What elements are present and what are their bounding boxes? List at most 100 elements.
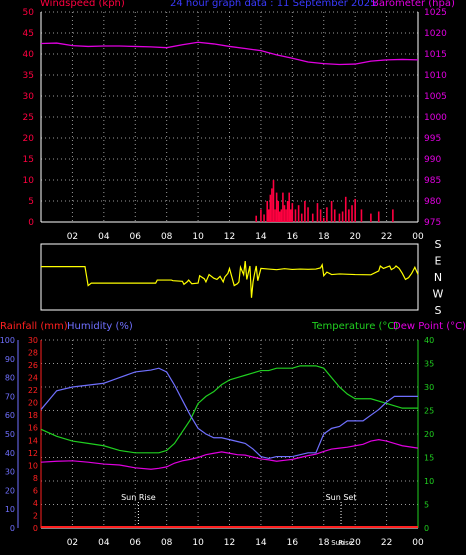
temperature-tick-label: 0 [424,524,429,533]
x-tick-label: 20 [349,538,361,548]
temperature-axis-title: Temperature (°C) [312,321,399,332]
wind-direction-frame [40,243,419,311]
wind-direction-line [41,261,419,298]
x-tick-label: 14 [255,232,267,242]
windspeed-tick-label: 10 [23,176,35,186]
rainfall-tick-label: 30 [28,336,38,345]
windspeed-tick-label: 20 [23,134,35,144]
humidity-tick-label: 10 [5,505,15,514]
x-tick-label: 20 [349,232,361,242]
sun-annotation: Sun Rise [121,493,156,502]
direction-tick-label: S [435,238,442,251]
windspeed-tick-label: 15 [23,155,34,165]
x-tick-label: 10 [192,538,204,548]
barometer-axis-title: Barometer (hpa) [372,0,455,9]
rainfall-tick-label: 14 [28,436,38,445]
humidity-tick-label: 80 [5,374,15,383]
rainfall-tick-label: 0 [33,524,38,533]
x-tick-label: 00 [412,232,424,242]
barometer-tick-label: 975 [424,218,441,228]
temperature-tick-label: 25 [424,407,434,416]
dew-point-axis-title: Dew Point (°C) [393,321,466,332]
barometer-tick-label: 995 [424,134,441,144]
x-tick-label: 12 [224,538,235,548]
temperature-line [40,365,418,454]
barometer-line [40,41,419,66]
temperature-tick-label: 15 [424,454,434,463]
x-tick-label: 16 [287,232,299,242]
x-tick-label: 00 [412,538,424,548]
x-tick-label: 12 [224,232,235,242]
windspeed-tick-label: 45 [23,29,34,39]
rainfall-tick-label: 2 [33,511,38,520]
rainfall-tick-label: 22 [28,386,38,395]
windspeed-tick-label: 30 [23,92,35,102]
dew-point-line [40,439,419,470]
barometer-tick-label: 1020 [424,29,447,39]
barometer-tick-label: 1000 [424,113,447,123]
rainfall-tick-label: 10 [28,461,38,470]
barometer-tick-label: 1025 [424,8,447,18]
rainfall-tick-label: 16 [28,424,38,433]
humidity-tick-label: 40 [5,449,15,458]
x-tick-label: 14 [255,538,267,548]
x-tick-label: 16 [287,538,299,548]
temperature-tick-label: 10 [424,477,434,486]
temperature-tick-label: 30 [424,383,434,392]
temperature-tick-label: 20 [424,430,434,439]
rainfall-axis-title: Rainfall (mm) [0,321,68,332]
x-tick-label: 08 [161,232,173,242]
direction-tick-label: W [433,288,444,301]
humidity-tick-label: 60 [5,411,15,420]
humidity-tick-label: 70 [5,392,15,401]
direction-tick-label: N [434,271,442,284]
rainfall-tick-label: 6 [33,486,38,495]
humidity-tick-label: 50 [5,430,15,439]
x-tick-label: 18 [318,232,330,242]
windspeed-tick-label: 40 [23,50,35,60]
rainfall-tick-label: 20 [28,399,38,408]
sun-annotation: Sun Set [326,493,357,502]
humidity-tick-label: 0 [10,524,15,533]
x-tick-label: 02 [67,538,78,548]
barometer-tick-label: 990 [424,155,441,165]
graph-title: 24 hour graph data : 11 September 2025 [170,0,377,9]
temperature-tick-label: 40 [424,336,434,345]
rainfall-tick-label: 18 [28,411,38,420]
direction-tick-label: S [435,304,442,317]
windspeed-tick-label: 50 [23,8,35,18]
sun-annotation: Sun [331,539,344,547]
windspeed-tick-label: 5 [28,197,34,207]
humidity-tick-label: 100 [0,336,15,345]
windspeed-tick-label: 25 [23,113,34,123]
rainfall-tick-label: 26 [28,361,38,370]
barometer-tick-label: 985 [424,176,441,186]
x-tick-label: 10 [192,232,204,242]
rainfall-tick-label: 28 [28,349,38,358]
x-tick-label: 04 [98,538,110,548]
barometer-tick-label: 1010 [424,71,447,81]
windspeed-axis-title: Windspeed (kph) [40,0,125,9]
x-tick-label: 06 [130,538,142,548]
windspeed-tick-label: 0 [28,218,34,228]
barometer-tick-label: 1005 [424,92,447,102]
x-tick-label: 08 [161,538,173,548]
x-tick-label: 06 [130,232,142,242]
windspeed-tick-label: 35 [23,71,34,81]
temperature-tick-label: 5 [424,501,429,510]
x-tick-label: 22 [381,538,392,548]
barometer-tick-label: 980 [424,197,441,207]
humidity-tick-label: 90 [5,355,15,364]
humidity-tick-label: 30 [5,468,15,477]
x-tick-label: 18 [318,538,330,548]
x-tick-label: 04 [98,232,110,242]
rainfall-tick-label: 4 [33,499,38,508]
humidity-axis-title: Humidity (%) [67,321,133,332]
rainfall-tick-label: 24 [28,374,38,383]
direction-tick-label: E [435,255,442,268]
temperature-tick-label: 35 [424,360,434,369]
rainfall-tick-label: 8 [33,474,38,483]
humidity-line [40,367,418,460]
